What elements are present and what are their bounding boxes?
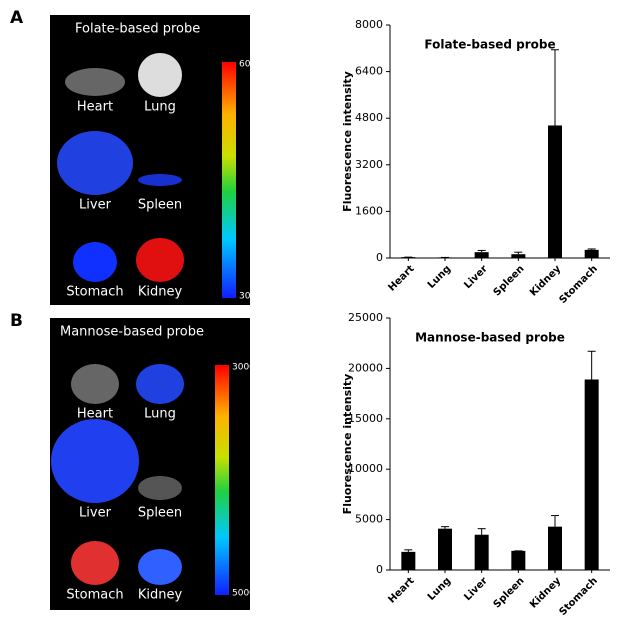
y-tick-label: 0 [376,251,383,264]
bar [511,550,526,570]
organ-label: Heart [77,407,113,422]
organ-image [138,174,182,186]
y-tick-label: 3200 [355,158,383,171]
organ-label: Lung [144,100,176,115]
x-tick-label: Spleen [492,263,527,298]
chart-title: Mannose-based probe [415,331,565,345]
x-tick-label: Liver [462,263,490,291]
y-tick-label: 10000 [348,462,383,475]
image-title: Folate-based probe [75,22,200,37]
y-tick-label: 15000 [348,412,383,425]
y-tick-label: 20000 [348,361,383,374]
x-tick-label: Spleen [492,575,527,610]
bar [474,252,489,258]
y-tick-label: 4800 [355,111,383,124]
y-tick-label: 6400 [355,65,383,78]
bar [438,528,452,570]
image-title: Mannose-based probe [60,325,204,340]
organ-image [51,419,139,503]
colorbar-min: 5000 [232,589,255,599]
bar [474,534,489,570]
organ-image [73,242,117,282]
colorbar [215,365,229,595]
bar [401,257,416,258]
organ-image [138,476,182,500]
organ-image [71,364,119,404]
x-tick-label: Lung [426,263,453,290]
colorbar-min: 300 [239,292,256,302]
x-tick-label: Stomach [557,263,599,305]
organ-image [138,549,182,585]
organ-image [136,364,184,404]
y-tick-label: 25000 [348,311,383,324]
bar [438,257,452,258]
organ-label: Stomach [66,588,123,603]
bar [401,551,416,570]
organ-image [136,238,184,282]
organ-label: Liver [79,198,112,213]
y-tick-label: 5000 [355,513,383,526]
organ-label: Spleen [138,506,182,521]
organ-image [65,68,125,96]
y-axis-label: Fluorescence intensity [341,374,354,515]
organ-label: Liver [79,506,112,521]
organ-image [138,53,182,97]
x-tick-label: Liver [462,575,490,603]
y-tick-label: 0 [376,563,383,576]
bar [548,125,562,258]
organ-label: Lung [144,407,176,422]
organ-label: Kidney [138,588,183,603]
x-tick-label: Stomach [557,575,599,617]
x-tick-label: Kidney [528,575,564,611]
bar [511,254,526,258]
colorbar-max: 30000 [232,363,261,373]
bar [584,249,599,258]
chart-title: Folate-based probe [424,38,555,52]
x-tick-label: Heart [386,263,416,293]
y-axis-label: Fluorescence intensity [341,71,354,212]
organ-label: Stomach [66,285,123,300]
panel-letter: A [10,8,24,28]
colorbar [222,62,236,298]
y-tick-label: 8000 [355,18,383,31]
panel-letter: B [10,311,23,331]
organ-label: Kidney [138,285,183,300]
organ-image [71,541,119,585]
x-tick-label: Kidney [528,263,564,299]
bar [584,379,599,570]
bar [548,526,562,570]
organ-image [57,131,133,195]
colorbar-max: 6000 [239,60,262,70]
x-tick-label: Lung [426,575,453,602]
organ-label: Heart [77,100,113,115]
organ-label: Spleen [138,198,182,213]
x-tick-label: Heart [386,575,416,605]
y-tick-label: 1600 [355,204,383,217]
